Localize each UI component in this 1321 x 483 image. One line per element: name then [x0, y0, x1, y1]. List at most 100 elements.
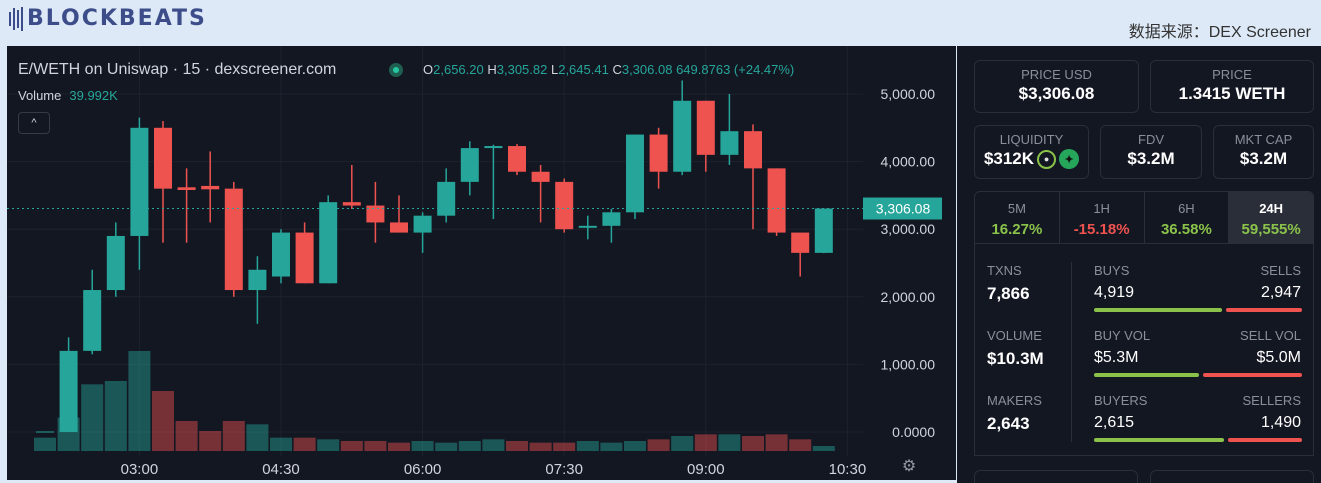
price-weth-card: PRICE 1.3415 WETH [1150, 60, 1314, 113]
volume-bar [104, 381, 127, 451]
volume-bar [600, 442, 623, 451]
price-usd-label: PRICE USD [1021, 67, 1092, 82]
volume-bar [694, 434, 717, 451]
volume-bar [81, 384, 104, 451]
ohlc-close-label: C [612, 62, 622, 77]
candle-body [508, 146, 526, 172]
x-tick-label: 09:00 [687, 461, 725, 478]
candle-body [154, 127, 172, 189]
volume-bar [270, 437, 292, 451]
candle-body [295, 232, 314, 284]
volume-bar [340, 441, 363, 451]
chart-settings-button[interactable]: ⚙ [900, 458, 918, 476]
x-tick-label: 07:30 [545, 461, 583, 478]
volume-bar [624, 441, 646, 451]
candle-body [602, 212, 621, 226]
candle-body [366, 205, 385, 223]
ohlc-close: 3,306.08 [621, 62, 673, 77]
extra-card-left [974, 470, 1138, 483]
liquidity-value: $312K [983, 149, 1035, 168]
candlestick-chart[interactable]: 3,306.08 5,000.00 4,000.00 3,000.00 2,000.00… [7, 46, 956, 480]
volume-stat-label: VOLUME [987, 328, 1042, 343]
buys-bar [1094, 308, 1222, 312]
blockbeats-logo[interactable]: BLOCKBEATS [9, 6, 207, 31]
buyers-bar [1094, 438, 1224, 442]
tab-5m-label: 5M [1007, 201, 1026, 216]
y-tick-label: 4,000.00 [881, 154, 936, 170]
logo-mark-icon [9, 6, 23, 31]
uniswap-icon[interactable]: ✦ [1059, 149, 1080, 169]
sells-label: SELLS [1260, 263, 1301, 278]
volume-stat-value: $10.3M [987, 349, 1044, 368]
trade-metrics: TXNS 7,866 VOLUME $10.3M MAKERS 2,643 BU… [974, 244, 1314, 456]
sell-vol-label: SELL VOL [1240, 328, 1301, 343]
candle-body [130, 127, 149, 236]
data-source-label: 数据来源：DEX Screener [1128, 24, 1311, 41]
gear-icon: ⚙ [901, 458, 917, 475]
fdv-card: FDV $3.2M [1100, 125, 1202, 179]
volume-bar [128, 351, 151, 451]
tab-6h-label: 6H [1178, 201, 1195, 216]
volume-bar [482, 439, 505, 451]
volume-bar [222, 421, 245, 451]
ohlc-low: 2,645.41 [558, 62, 609, 77]
tab-24h-label: 24H [1259, 201, 1284, 216]
sellers-label: SELLERS [1242, 393, 1301, 408]
candle-body [791, 232, 810, 253]
sellers-bar [1228, 438, 1302, 442]
last-price-label: 3,306.08 [876, 201, 931, 217]
candle-body [814, 208, 833, 253]
candle-body [224, 188, 243, 291]
candle-body [460, 148, 479, 182]
volume-bar [175, 421, 198, 451]
candle-body [626, 134, 644, 213]
token-stats-panel: PRICE USD $3,306.08 PRICE 1.3415 WETH LI… [957, 46, 1321, 483]
y-tick-label: 5,000.00 [881, 86, 936, 102]
liquidity-label: LIQUIDITY [999, 132, 1064, 147]
candle-body [720, 131, 739, 155]
tab-5m[interactable]: 5M 16.27% [975, 192, 1060, 243]
volume-bar [718, 434, 741, 451]
tab-1h[interactable]: 1H -15.18% [1060, 192, 1145, 243]
volume-bar [812, 446, 835, 451]
tab-6h-value: 36.58% [1160, 221, 1212, 238]
candle-body [649, 134, 668, 172]
candle-body [201, 185, 220, 190]
price-chart-panel[interactable]: 3,306.08 5,000.00 4,000.00 3,000.00 2,000.00… [7, 46, 956, 480]
volume-bar [742, 436, 764, 451]
collapse-legend-button[interactable]: ^ [18, 112, 50, 134]
volume-bar [435, 442, 458, 451]
sell-vol-bar [1203, 373, 1302, 377]
sellers-value: 1,490 [1260, 414, 1301, 431]
candle-body [531, 171, 550, 182]
buy-vol-label: BUY VOL [1094, 328, 1151, 343]
live-status-icon [389, 63, 403, 77]
volume-bar [647, 439, 670, 451]
volume-bar [506, 441, 528, 451]
buy-vol-value: $5.3M [1094, 349, 1139, 366]
volume-bar [789, 439, 812, 451]
lock-icon[interactable]: ● [1037, 149, 1057, 169]
volume-value: 39.992K [69, 88, 118, 103]
candle-body [390, 222, 408, 233]
candle-body [272, 232, 290, 277]
tab-1h-value: -15.18% [1073, 221, 1130, 238]
makers-label: MAKERS [987, 393, 1042, 408]
ohlc-open-label: O [423, 62, 434, 77]
mkt-cap-value: $3.2M [1239, 149, 1288, 168]
candle-body [555, 181, 574, 230]
candle-body [83, 290, 102, 351]
y-tick-label: 1,000.00 [881, 356, 936, 372]
last-price-marker [863, 197, 942, 220]
ohlc-open: 2,656.20 [433, 62, 484, 77]
tab-24h[interactable]: 24H 59,555% [1229, 192, 1313, 243]
txns-value: 7,866 [987, 284, 1030, 303]
buys-label: BUYS [1094, 263, 1130, 278]
tab-5m-value: 16.27% [991, 221, 1043, 238]
tab-6h[interactable]: 6H 36.58% [1145, 192, 1230, 243]
volume-bar [364, 441, 387, 451]
x-tick-label: 03:00 [121, 461, 159, 478]
chevron-up-icon: ^ [31, 117, 37, 129]
volume-bar [317, 439, 340, 451]
price-usd-card: PRICE USD $3,306.08 [974, 60, 1139, 113]
